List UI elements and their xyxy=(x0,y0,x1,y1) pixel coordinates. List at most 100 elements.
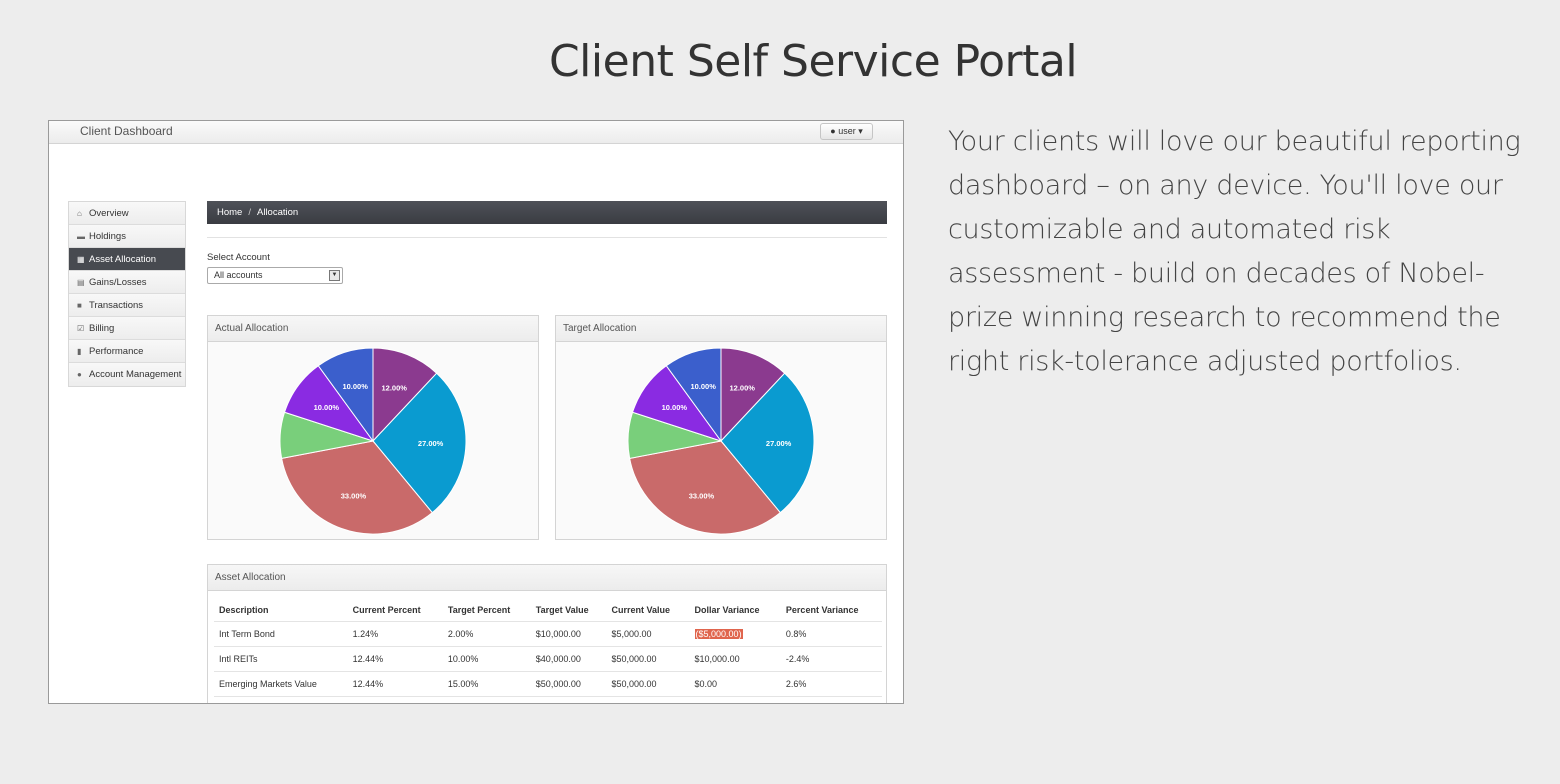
table-cell: 10.00% xyxy=(442,646,531,672)
pie-slice xyxy=(720,372,815,514)
table-cell: Intl REITs xyxy=(214,646,348,672)
pie-slice-label: 10.00% xyxy=(314,403,340,412)
column-header[interactable]: Target Value xyxy=(530,599,607,622)
pie-slice xyxy=(629,440,781,535)
pie-slice xyxy=(720,347,786,443)
table-cell: 1.24% xyxy=(347,621,443,647)
cell-value: 12.44% xyxy=(352,654,384,664)
table-cell: ($4,950.00) xyxy=(689,696,781,703)
breadcrumb-home[interactable]: Home xyxy=(217,207,243,218)
table-cell: $0.00 xyxy=(689,671,781,697)
target-allocation-pie: 12.00% 27.00% 33.00% 10.00% 10.00% xyxy=(627,347,815,535)
sidebar-item-performance[interactable]: ▮ Performance xyxy=(69,340,185,363)
table-cell: 15.00% xyxy=(442,671,531,697)
cell-value: 0.8% xyxy=(785,629,807,639)
table-cell: $50,000.00 xyxy=(530,671,607,697)
cell-value: $50,000.00 xyxy=(611,654,657,664)
user-menu-button[interactable]: ● user ▾ xyxy=(820,123,873,140)
caret-down-icon: ▾ xyxy=(858,126,863,136)
table-cell: $5,000.00 xyxy=(606,621,690,647)
pie-slice-label: 10.00% xyxy=(690,382,716,391)
sidebar-item-label: Billing xyxy=(89,322,115,334)
sidebar-item-asset-allocation[interactable]: ▦ Asset Allocation xyxy=(69,248,185,271)
table-cell: 12.44% xyxy=(347,646,443,672)
bank-icon: ▬ xyxy=(77,231,85,241)
cell-value: Int Term Bond xyxy=(219,629,275,639)
cell-value: 15.00% xyxy=(447,679,479,689)
breadcrumb-current: Allocation xyxy=(256,207,299,218)
table-cell: $5,050.00 xyxy=(606,696,690,703)
dollar-variance-value: $10,000.00 xyxy=(694,654,740,664)
user-icon: ● xyxy=(77,370,82,379)
actual-allocation-title: Actual Allocation xyxy=(208,316,538,342)
sidebar-item-label: Performance xyxy=(89,345,144,357)
column-header[interactable]: Percent Variance xyxy=(780,599,882,622)
table-icon: ▤ xyxy=(77,277,85,287)
account-select[interactable]: All accounts ▼ xyxy=(207,267,343,284)
column-header[interactable]: Current Value xyxy=(606,599,690,622)
target-allocation-title: Target Allocation xyxy=(556,316,886,342)
table-cell: $10,000.00 xyxy=(689,646,781,672)
table-row: Intl Small1.26%5.00%$10,000.00$5,050.00(… xyxy=(214,696,882,703)
cell-value: -2.4% xyxy=(785,654,810,664)
pie-slice xyxy=(372,347,438,443)
pie-slice xyxy=(372,372,467,514)
cell-value: $5,000.00 xyxy=(611,629,652,639)
cell-value: 2.00% xyxy=(447,629,474,639)
select-account-label: Select Account xyxy=(207,252,270,263)
cell-value: $40,000.00 xyxy=(535,654,581,664)
table-cell: Intl Small xyxy=(214,696,348,703)
table-cell: $40,000.00 xyxy=(530,646,607,672)
sidebar-item-transactions[interactable]: ■ Transactions xyxy=(69,294,185,317)
table-cell: 0.8% xyxy=(780,621,882,647)
table-row: Emerging Markets Value 12.44% 15.00% $50,00… xyxy=(214,671,882,697)
user-icon: ● xyxy=(830,126,836,136)
cell-value: 12.44% xyxy=(352,679,384,689)
sidebar-item-account-management[interactable]: ● Account Management xyxy=(69,363,185,386)
table-cell: 3.7% xyxy=(780,696,882,703)
signal-icon: ▮ xyxy=(77,346,82,356)
dollar-variance-value: ($5,000.00) xyxy=(694,629,743,639)
target-allocation-panel: Target Allocation 12.00% 27.00% 33.00% 10.0… xyxy=(555,315,887,540)
divider xyxy=(207,237,887,238)
actual-allocation-pie: 12.00% 27.00% 33.00% 10.00% 10.00% xyxy=(279,347,467,535)
account-select-value: All accounts xyxy=(214,270,263,280)
chevron-down-icon: ▼ xyxy=(329,270,340,281)
pie-slice-label: 27.00% xyxy=(418,439,444,448)
table-cell: 12.44% xyxy=(347,671,443,697)
actual-allocation-panel: Actual Allocation 12.00% 27.00% 33.00% 10.0… xyxy=(207,315,539,540)
table-row: Int Term Bond 1.24% 2.00% $10,000.00 $5,000.… xyxy=(214,621,882,647)
sidebar-item-billing[interactable]: ☑ Billing xyxy=(69,317,185,340)
sidebar-item-label: Gains/Losses xyxy=(89,276,147,288)
sidebar-item-gains-losses[interactable]: ▤ Gains/Losses xyxy=(69,271,185,294)
column-header[interactable]: Dollar Variance xyxy=(689,599,781,622)
table-cell: Emerging Markets Value xyxy=(214,671,348,697)
brand-link[interactable]: Client Dashboard xyxy=(80,124,173,138)
table-cell: 1.26% xyxy=(347,696,443,703)
pie-slice-label: 27.00% xyxy=(766,439,792,448)
sidebar-item-label: Asset Allocation xyxy=(89,253,157,265)
asset-allocation-table: Description Current Percent Target Percent… xyxy=(214,599,882,703)
sidebar-nav: ⌂ Overview ▬ Holdings ▦ Asset Allocation ▤ Gain… xyxy=(68,201,186,387)
cell-value: 1.24% xyxy=(352,629,379,639)
breadcrumb-separator: / xyxy=(248,207,251,218)
table-cell: 2.00% xyxy=(442,621,531,647)
column-header[interactable]: Target Percent xyxy=(442,599,531,622)
table-row: Intl REITs 12.44% 10.00% $40,000.00 $50,000.… xyxy=(214,646,882,672)
pie-slice-label: 10.00% xyxy=(342,382,368,391)
sidebar-item-overview[interactable]: ⌂ Overview xyxy=(69,202,185,225)
table-cell: Int Term Bond xyxy=(214,621,348,647)
book-icon: ■ xyxy=(77,300,82,310)
cell-value: $50,000.00 xyxy=(611,679,657,689)
sidebar-item-holdings[interactable]: ▬ Holdings xyxy=(69,225,185,248)
breadcrumb: Home / Allocation xyxy=(207,201,887,224)
pie-slice-label: 33.00% xyxy=(689,491,715,500)
pie-slice xyxy=(317,347,374,443)
page-title: Client Self Service Portal xyxy=(548,36,1078,87)
column-header[interactable]: Description xyxy=(214,599,348,622)
column-header[interactable]: Current Percent xyxy=(347,599,443,622)
pie-slice xyxy=(665,347,722,443)
sidebar-item-label: Account Management xyxy=(89,369,182,380)
table-cell: $50,000.00 xyxy=(606,671,690,697)
cell-value: Intl REITs xyxy=(219,654,258,664)
